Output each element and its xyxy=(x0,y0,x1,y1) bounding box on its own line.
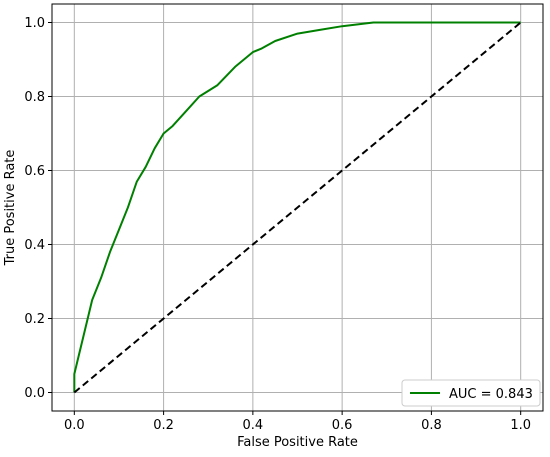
y-tick-label: 0.8 xyxy=(24,90,45,105)
y-tick-label: 0.4 xyxy=(24,238,45,253)
x-tick-label: 0.6 xyxy=(332,418,353,433)
y-axis-label: True Positive Rate xyxy=(3,150,18,267)
x-tick-label: 0.4 xyxy=(243,418,264,433)
tick-layer: 0.0 0.2 0.4 0.6 0.8 1.0 0.0 0.2 0.4 0.6 0.8 1.0 xyxy=(24,16,531,433)
grid-layer xyxy=(52,4,543,411)
legend-box xyxy=(401,379,541,407)
x-tick-label: 0.0 xyxy=(64,418,85,433)
y-tick-label: 1.0 xyxy=(24,16,45,31)
roc-curve-line xyxy=(73,21,521,393)
y-tick-label: 0.6 xyxy=(24,164,45,179)
x-tick-label: 0.8 xyxy=(421,418,442,433)
x-tick-label: 1.0 xyxy=(510,418,531,433)
legend: AUC = 0.843 xyxy=(401,379,541,407)
x-tick-label: 0.2 xyxy=(153,418,174,433)
series-layer xyxy=(73,21,522,394)
legend-label: AUC = 0.843 xyxy=(449,387,533,402)
chance-diagonal-line xyxy=(73,21,522,394)
x-axis-label: False Positive Rate xyxy=(237,435,358,450)
y-tick-label: 0.0 xyxy=(24,386,45,401)
plot-frame xyxy=(51,3,544,412)
y-tick-label: 0.2 xyxy=(24,312,45,327)
